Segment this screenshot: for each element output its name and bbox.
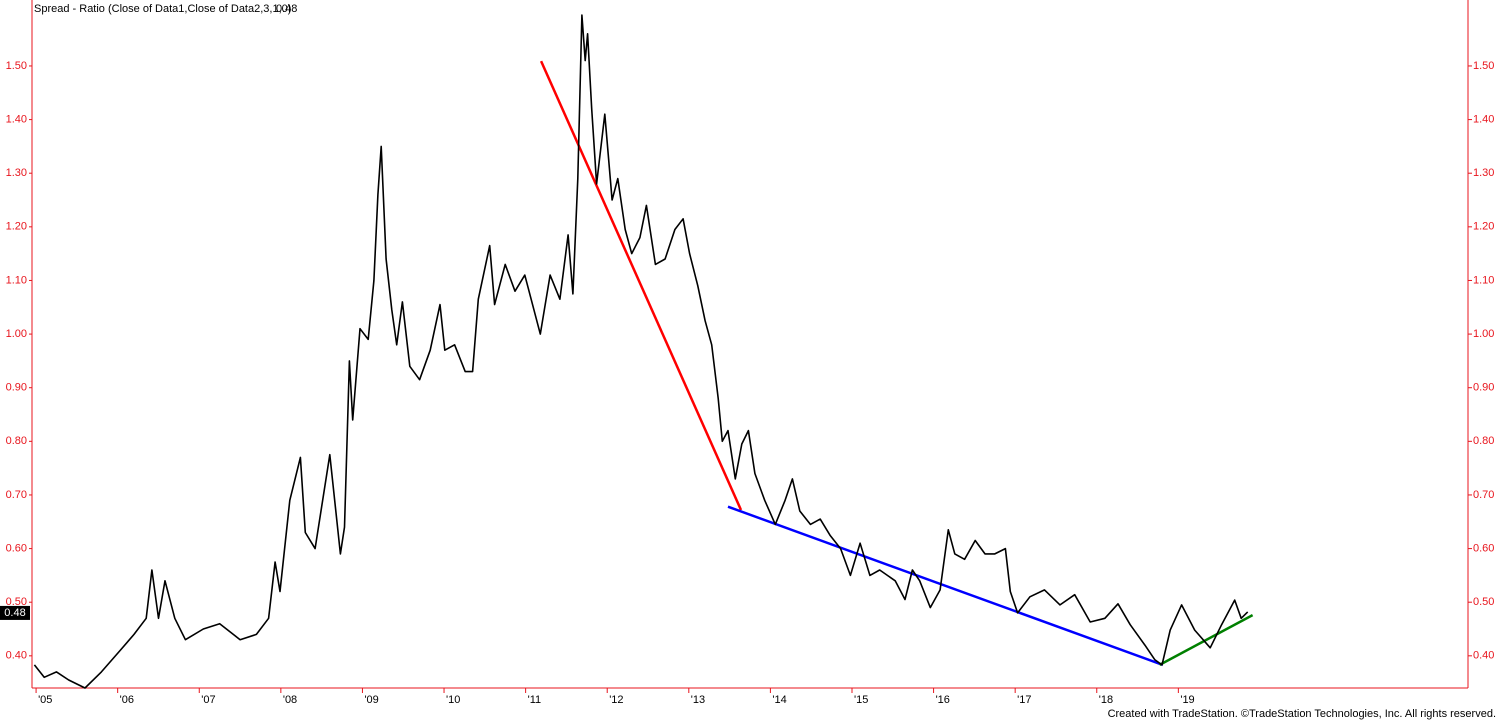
y-tick-label: 1.40 bbox=[6, 113, 27, 125]
y-tick-label-right: 0.60 bbox=[1473, 542, 1494, 554]
x-tick-label: '12 bbox=[609, 694, 623, 706]
y-tick-label: 1.30 bbox=[6, 167, 27, 179]
trendline bbox=[1159, 613, 1254, 667]
trendline bbox=[727, 505, 1164, 667]
x-tick-label: '07 bbox=[201, 694, 215, 706]
y-tick-label: 0.60 bbox=[6, 542, 27, 554]
x-tick-label: '09 bbox=[364, 694, 378, 706]
x-tick-label: '18 bbox=[1099, 694, 1113, 706]
chart-title: Spread - Ratio (Close of Data1,Close of … bbox=[34, 3, 291, 15]
y-tick-label: 1.10 bbox=[6, 274, 27, 286]
x-tick-label: '15 bbox=[854, 694, 868, 706]
price-line bbox=[33, 14, 1249, 689]
y-tick-label: 0.90 bbox=[6, 382, 27, 394]
y-tick-label-right: 0.40 bbox=[1473, 650, 1494, 662]
y-tick-label: 0.50 bbox=[6, 596, 27, 608]
y-tick-label: 1.20 bbox=[6, 221, 27, 233]
y-tick-label-right: 0.70 bbox=[1473, 489, 1494, 501]
y-tick-label-right: 0.80 bbox=[1473, 435, 1494, 447]
y-tick-label-right: 1.50 bbox=[1473, 60, 1494, 72]
y-tick-label-right: 1.10 bbox=[1473, 274, 1494, 286]
x-tick-label: '11 bbox=[528, 694, 542, 706]
y-tick-label: 1.50 bbox=[6, 60, 27, 72]
y-tick-label: 0.80 bbox=[6, 435, 27, 447]
y-tick-label-right: 1.20 bbox=[1473, 221, 1494, 233]
x-tick-label: '08 bbox=[283, 694, 297, 706]
x-tick-label: '06 bbox=[120, 694, 134, 706]
y-tick-label: 0.70 bbox=[6, 489, 27, 501]
x-tick-label: '14 bbox=[772, 694, 786, 706]
x-tick-label: '13 bbox=[691, 694, 705, 706]
x-tick-label: '19 bbox=[1180, 694, 1194, 706]
y-tick-label: 0.40 bbox=[6, 650, 27, 662]
y-tick-label-right: 1.30 bbox=[1473, 167, 1494, 179]
trendline bbox=[539, 60, 743, 511]
last-value-label: 0.48 bbox=[4, 607, 25, 619]
y-tick-label-right: 1.00 bbox=[1473, 328, 1494, 340]
last-value-box bbox=[0, 605, 30, 620]
y-tick-label-right: 1.40 bbox=[1473, 113, 1494, 125]
x-tick-label: '10 bbox=[446, 694, 460, 706]
footer: Created with TradeStation. ©TradeStation… bbox=[1108, 708, 1496, 720]
x-tick-label: '05 bbox=[38, 694, 52, 706]
y-tick-label-right: 0.90 bbox=[1473, 382, 1494, 394]
y-tick-label: 1.00 bbox=[6, 328, 27, 340]
x-tick-label: '16 bbox=[936, 694, 950, 706]
x-tick-label: '17 bbox=[1017, 694, 1031, 706]
y-tick-label-right: 0.50 bbox=[1473, 596, 1494, 608]
title-last-value: 0.48 bbox=[276, 3, 297, 15]
